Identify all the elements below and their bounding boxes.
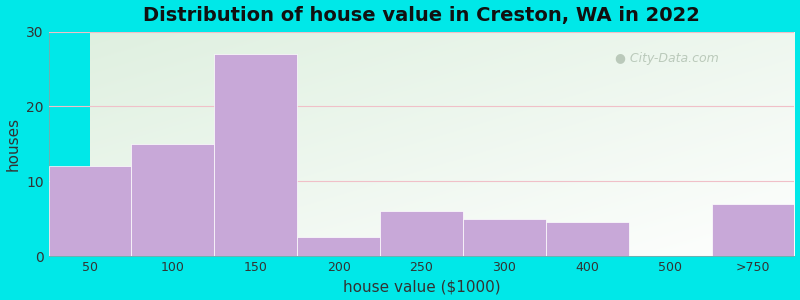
Bar [131, 144, 214, 256]
Title: Distribution of house value in Creston, WA in 2022: Distribution of house value in Creston, … [143, 6, 700, 25]
Bar [214, 54, 298, 256]
Bar [298, 237, 380, 256]
X-axis label: house value ($1000): house value ($1000) [342, 279, 500, 294]
Bar [711, 204, 794, 256]
Y-axis label: houses: houses [6, 117, 21, 171]
Bar [546, 222, 629, 256]
Bar [380, 211, 463, 256]
Bar [463, 219, 546, 256]
Text: ● City-Data.com: ● City-Data.com [615, 52, 719, 65]
Bar [49, 166, 131, 256]
